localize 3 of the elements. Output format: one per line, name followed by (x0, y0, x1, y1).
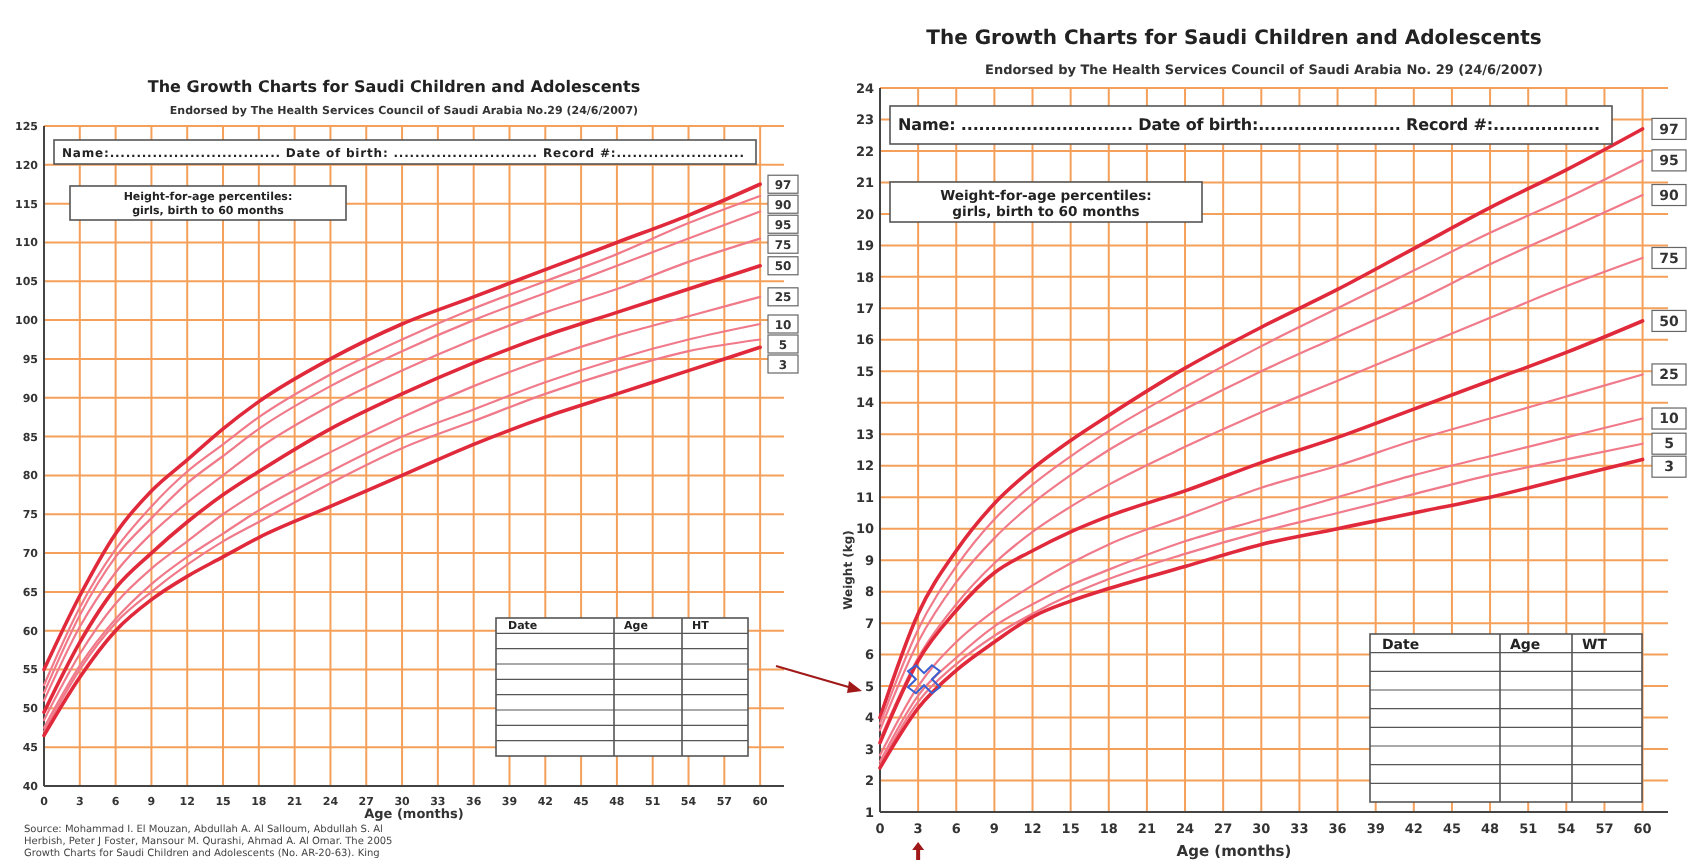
chart-title: The Growth Charts for Saudi Children and Adolescents (147, 78, 641, 96)
annotation: Name: ............................. Date of birth:........................ Record #:.................. (898, 116, 1600, 134)
chart-title: The Growth Charts for Saudi Children and Adolescents (926, 28, 1542, 50)
